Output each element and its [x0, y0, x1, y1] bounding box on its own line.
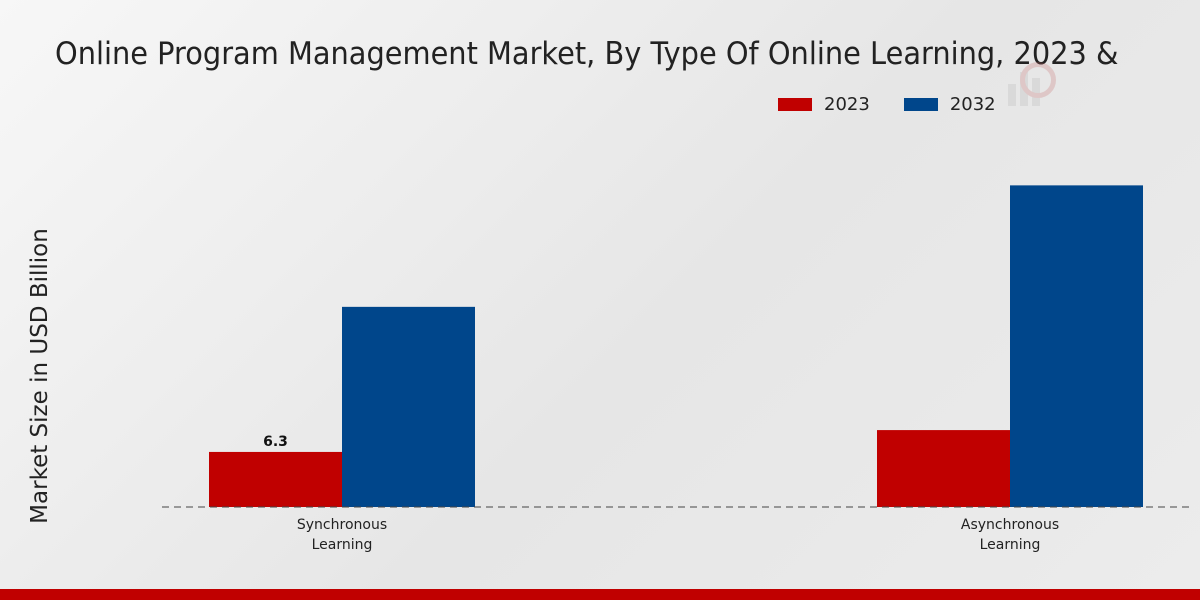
bar-2023-1: [877, 430, 1010, 507]
x-tick-label-1: Asynchronous Learning: [961, 517, 1059, 553]
watermark-logo-icon: [1000, 58, 1072, 112]
legend-swatch-2023: [778, 98, 812, 111]
chart-title: Online Program Management Market, By Typ…: [55, 36, 1120, 72]
legend-label-2032: 2032: [949, 94, 996, 115]
x-tick-label-0: Synchronous Learning: [297, 517, 387, 553]
footer-bar: [0, 589, 1200, 600]
data-label-0: 6.3: [263, 434, 288, 450]
bar-2032-1: [1010, 185, 1143, 508]
legend-item-2023: 2023: [778, 94, 870, 115]
bar-2023-0: [209, 451, 342, 507]
bar-2032-0: [342, 306, 475, 507]
legend-label-2023: 2023: [824, 94, 870, 115]
legend-swatch-2032: [903, 98, 938, 111]
legend: 2023 2032: [778, 94, 1030, 115]
legend-item-2032: 2032: [903, 94, 996, 115]
